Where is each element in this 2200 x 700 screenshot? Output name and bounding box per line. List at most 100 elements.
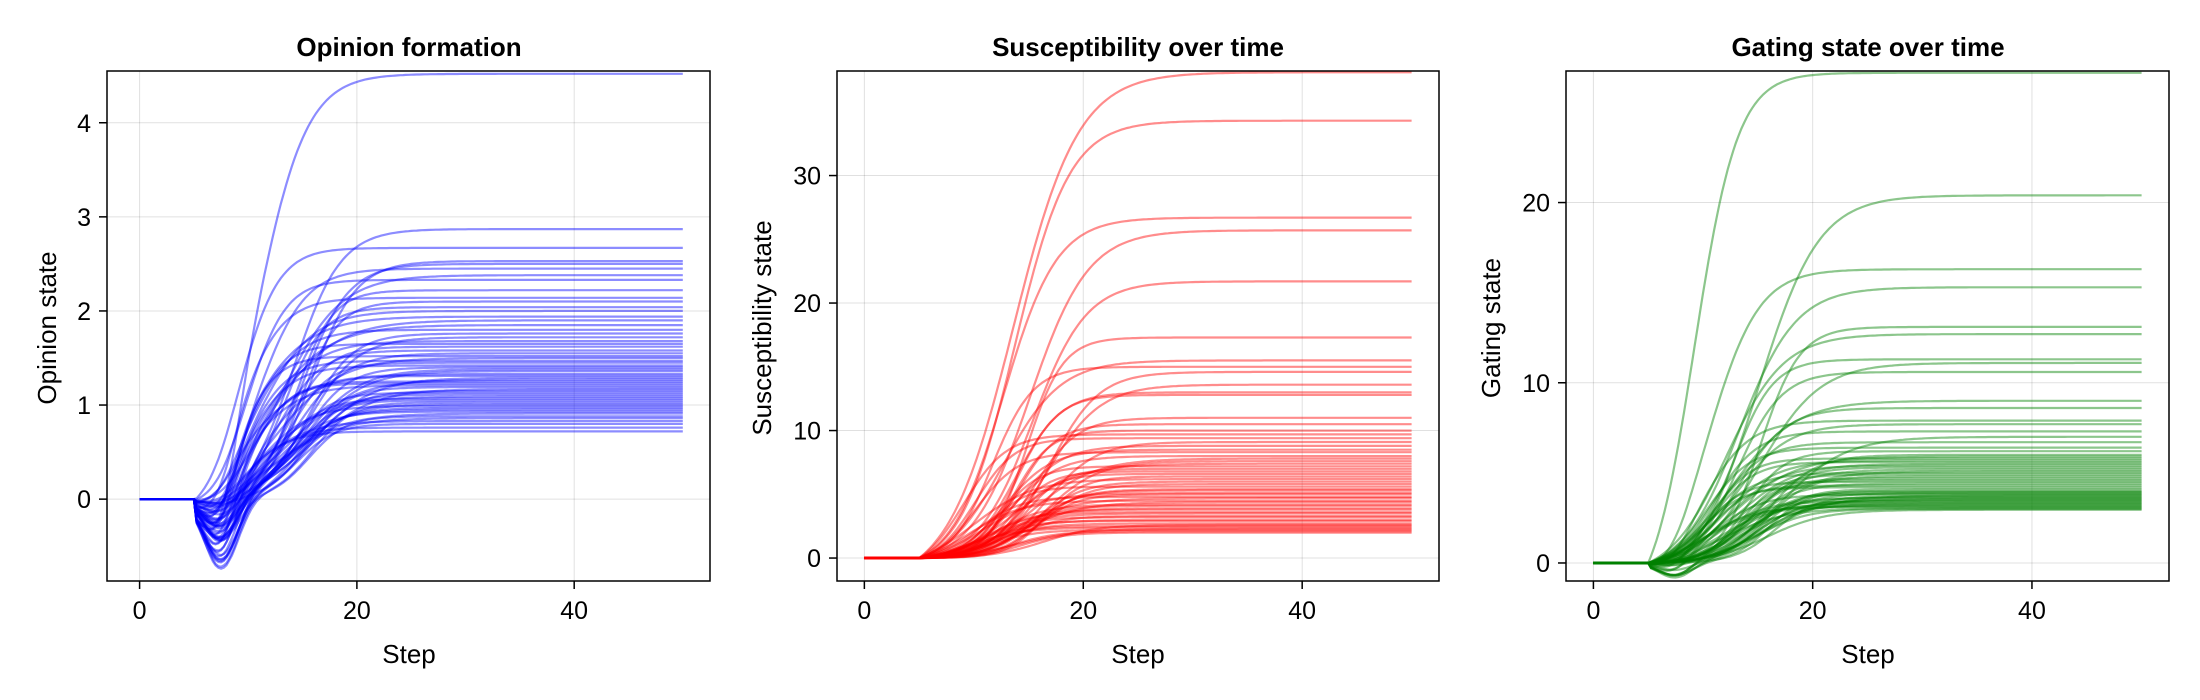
axes-frame bbox=[836, 70, 1440, 582]
series-line bbox=[864, 370, 1412, 560]
series-line bbox=[139, 415, 683, 542]
series-line bbox=[864, 455, 1412, 560]
y-tick-label: 4 bbox=[77, 110, 91, 138]
series-line bbox=[1593, 450, 2142, 577]
series-line bbox=[139, 72, 683, 531]
series-line bbox=[139, 417, 683, 558]
series-line bbox=[864, 528, 1412, 560]
axes-frame bbox=[1565, 70, 2170, 582]
series-line bbox=[1593, 489, 2142, 577]
series-line bbox=[864, 416, 1412, 560]
series-line bbox=[864, 457, 1412, 560]
series-line bbox=[864, 437, 1412, 560]
series-line bbox=[139, 370, 683, 543]
series-line bbox=[864, 448, 1412, 560]
series-line bbox=[864, 526, 1412, 560]
panel-title: Gating state over time bbox=[1731, 32, 2004, 62]
series-line bbox=[1593, 506, 2142, 566]
series-line bbox=[864, 488, 1412, 560]
series-line bbox=[864, 523, 1412, 560]
series-line bbox=[1593, 446, 2142, 565]
panel-susceptibility-over-time: Susceptibility over time Step Susceptibi… bbox=[747, 32, 1440, 669]
x-tick-label: 20 bbox=[1799, 597, 1827, 625]
series-line bbox=[1593, 286, 2142, 565]
series-line bbox=[1593, 504, 2142, 577]
series-line bbox=[1593, 441, 2142, 565]
series-line bbox=[139, 364, 683, 514]
series-line bbox=[139, 262, 683, 509]
panel-gating-state-over-time: Gating state over time Step Gating state… bbox=[1476, 32, 2170, 669]
series-line bbox=[864, 480, 1412, 560]
series-line bbox=[864, 475, 1412, 560]
panel-opinion-formation: Opinion formation Step Opinion state 0 20… bbox=[32, 32, 711, 669]
series-line bbox=[139, 389, 683, 557]
y-tick-label: 10 bbox=[793, 418, 821, 446]
series-line bbox=[864, 495, 1412, 560]
series-line bbox=[1593, 495, 2142, 565]
series-line bbox=[139, 274, 683, 502]
series-line bbox=[139, 328, 683, 505]
series-line bbox=[864, 491, 1412, 560]
series-line bbox=[1593, 482, 2142, 565]
series-line bbox=[864, 383, 1412, 560]
series-line bbox=[1593, 494, 2142, 577]
series-line bbox=[1593, 325, 2142, 565]
x-tick-label: 40 bbox=[560, 597, 588, 625]
y-tick-label: 0 bbox=[77, 486, 91, 514]
series-line bbox=[1593, 503, 2142, 565]
series-line bbox=[864, 520, 1412, 560]
series-line bbox=[139, 355, 683, 518]
series-line bbox=[864, 516, 1412, 560]
series-line bbox=[139, 401, 683, 570]
series-line bbox=[864, 522, 1412, 560]
series-line bbox=[1593, 475, 2142, 565]
series-line bbox=[864, 462, 1412, 560]
series-lines bbox=[1593, 71, 2142, 579]
series-line bbox=[1593, 506, 2142, 565]
grid bbox=[837, 71, 1439, 581]
series-line bbox=[1593, 333, 2142, 565]
x-tick-label: 0 bbox=[133, 597, 147, 625]
y-tick-label: 3 bbox=[77, 204, 91, 232]
y-tick-label: 20 bbox=[1522, 190, 1550, 218]
series-line bbox=[864, 451, 1412, 560]
series-line bbox=[139, 372, 683, 505]
series-line bbox=[1593, 406, 2142, 565]
series-line bbox=[139, 391, 683, 527]
series-line bbox=[1593, 370, 2142, 566]
x-tick-label: 0 bbox=[857, 597, 871, 625]
series-line bbox=[864, 518, 1412, 560]
series-line bbox=[1593, 466, 2142, 577]
series-line bbox=[139, 430, 683, 524]
series-line bbox=[864, 527, 1412, 560]
y-tick-label: 0 bbox=[1536, 550, 1550, 578]
series-line bbox=[139, 395, 683, 507]
series-line bbox=[1593, 508, 2142, 565]
series-line bbox=[864, 504, 1412, 560]
series-line bbox=[139, 426, 683, 552]
series-line bbox=[864, 216, 1412, 560]
series-line bbox=[139, 422, 683, 568]
series-line bbox=[864, 489, 1412, 560]
grid bbox=[107, 71, 710, 581]
series-line bbox=[1593, 455, 2142, 572]
series-line bbox=[864, 512, 1412, 560]
series-line bbox=[1593, 479, 2142, 565]
series-line bbox=[864, 500, 1412, 560]
series-line bbox=[864, 525, 1412, 560]
series-line bbox=[1593, 462, 2142, 571]
series-line bbox=[1593, 430, 2142, 565]
x-axis-label: Step bbox=[1841, 639, 1895, 669]
series-line bbox=[1593, 268, 2142, 567]
series-line bbox=[139, 349, 683, 535]
series-line bbox=[864, 508, 1412, 560]
series-line bbox=[1593, 435, 2142, 565]
series-line bbox=[139, 378, 683, 504]
series-line bbox=[1593, 468, 2142, 565]
series-line bbox=[139, 319, 683, 511]
series-line bbox=[139, 332, 683, 538]
series-line bbox=[1593, 505, 2142, 568]
series-line bbox=[864, 71, 1412, 560]
series-line bbox=[1593, 486, 2142, 565]
